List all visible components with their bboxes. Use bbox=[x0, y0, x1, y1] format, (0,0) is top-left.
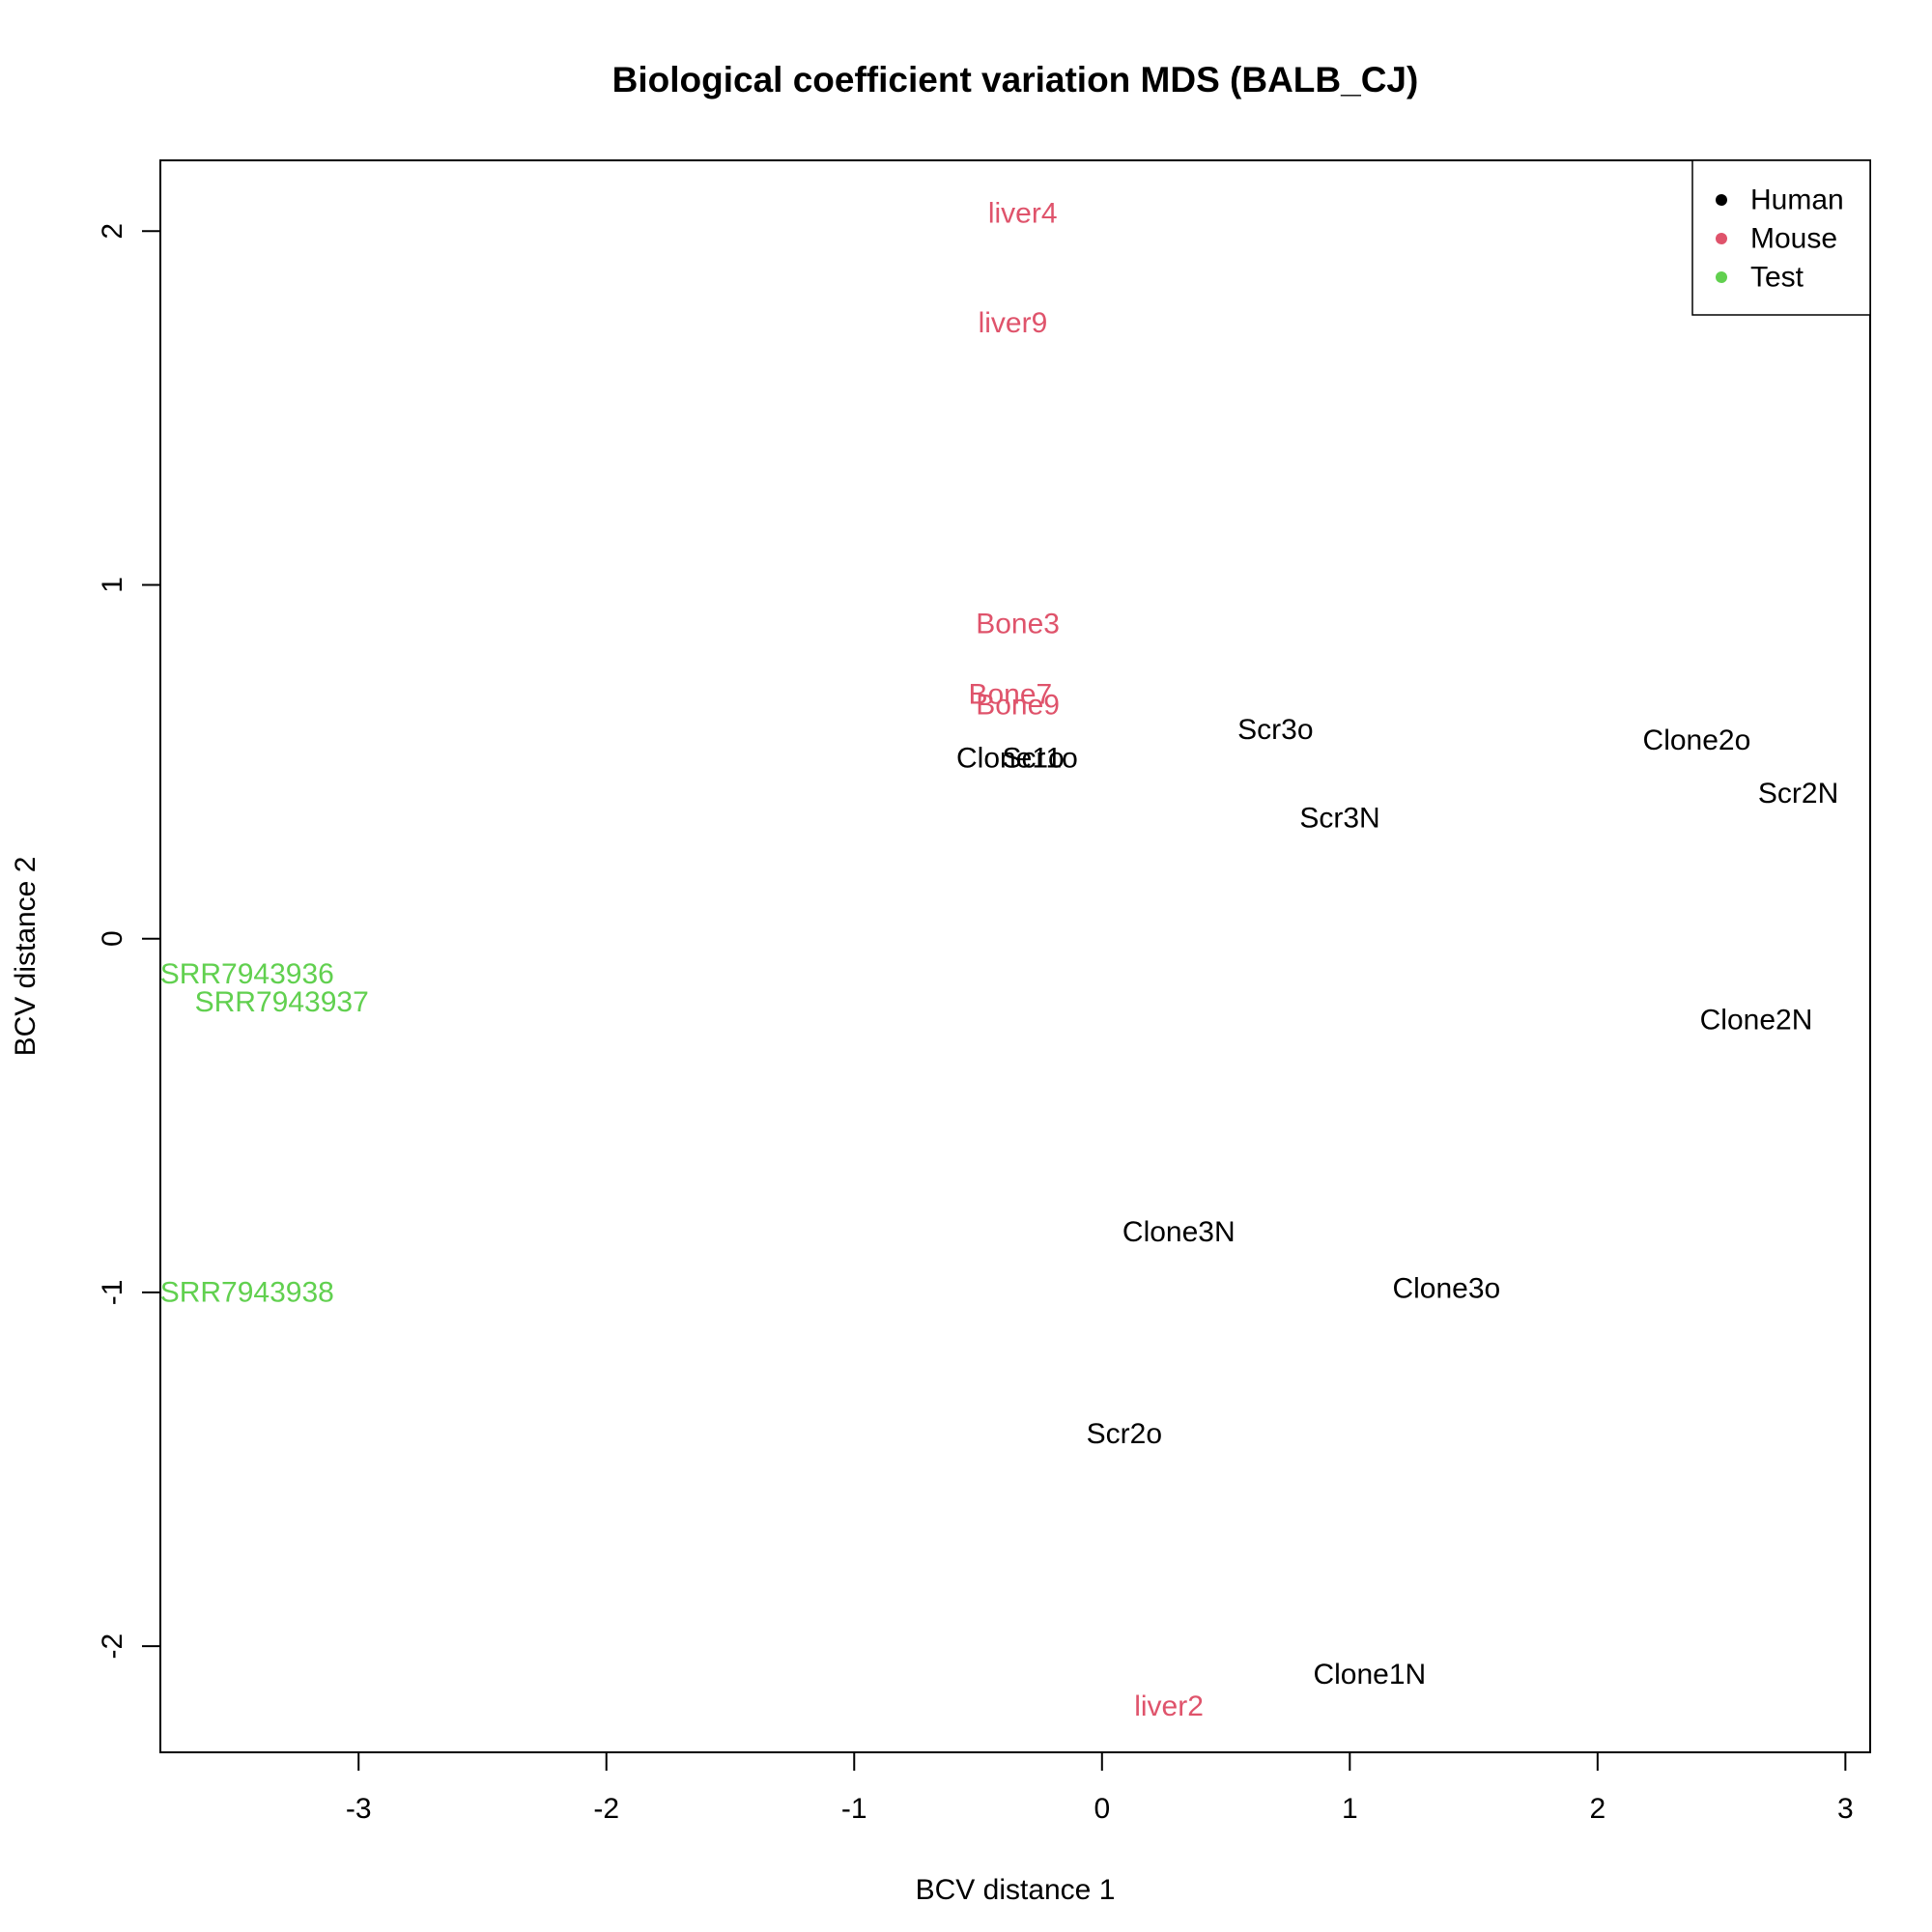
y-axis: -2 -1 0 1 2 bbox=[97, 223, 161, 1660]
point-label-clone3n: Clone3N bbox=[1122, 1216, 1236, 1248]
y-tick-label: 1 bbox=[97, 577, 128, 593]
x-tick-label: -1 bbox=[841, 1793, 867, 1825]
point-label-clone3o: Clone3o bbox=[1392, 1273, 1500, 1305]
point-label-srr7943937: SRR7943937 bbox=[195, 986, 369, 1018]
legend-marker bbox=[1716, 233, 1727, 244]
point-label-srr7943938: SRR7943938 bbox=[160, 1276, 334, 1308]
point-label-clone2n: Clone2N bbox=[1700, 1004, 1813, 1036]
point-label-bone7: Bone7 bbox=[968, 678, 1052, 710]
point-label-liver2: liver2 bbox=[1134, 1690, 1204, 1722]
legend-marker bbox=[1716, 194, 1727, 206]
legend: Human Mouse Test bbox=[1691, 159, 1871, 316]
point-label-scr2o: Scr2o bbox=[1087, 1418, 1162, 1450]
x-tick-label: 0 bbox=[1094, 1793, 1110, 1825]
x-axis-label: BCV distance 1 bbox=[916, 1874, 1116, 1906]
x-tick-label: -2 bbox=[593, 1793, 619, 1825]
x-tick-label: -3 bbox=[346, 1793, 372, 1825]
point-label-liver9: liver9 bbox=[979, 307, 1048, 339]
y-axis-label: BCV distance 2 bbox=[10, 857, 42, 1057]
x-axis: -3 -2 -1 0 1 2 3 bbox=[346, 1751, 1854, 1825]
y-tick-label: -2 bbox=[97, 1634, 128, 1660]
plot-frame bbox=[159, 159, 1871, 1753]
point-label-clone2o: Clone2o bbox=[1643, 724, 1751, 756]
point-label-clone1n: Clone1N bbox=[1313, 1659, 1426, 1690]
point-label-liver4: liver4 bbox=[988, 197, 1058, 229]
y-tick-label: 2 bbox=[97, 223, 128, 240]
y-tick-label: 0 bbox=[97, 930, 128, 947]
x-tick-label: 1 bbox=[1342, 1793, 1358, 1825]
legend-label-human: Human bbox=[1750, 185, 1844, 216]
point-label-scr2n: Scr2N bbox=[1758, 778, 1838, 810]
y-tick-label: -1 bbox=[97, 1280, 128, 1306]
legend-marker bbox=[1716, 271, 1727, 283]
point-label-scr3o: Scr3o bbox=[1237, 714, 1313, 746]
legend-label-mouse: Mouse bbox=[1750, 223, 1837, 255]
point-label-bone9: Bone9 bbox=[976, 689, 1060, 721]
chart-title: Biological coefficient variation MDS (BA… bbox=[612, 60, 1419, 99]
point-label-srr7943936: SRR7943936 bbox=[160, 958, 334, 990]
x-tick-label: 3 bbox=[1837, 1793, 1854, 1825]
point-label-scr3n: Scr3N bbox=[1299, 803, 1379, 835]
legend-label-test: Test bbox=[1750, 262, 1804, 294]
point-label-scr1o: Scr1o bbox=[1002, 742, 1077, 774]
point-label-bone3: Bone3 bbox=[976, 608, 1060, 639]
point-label-clone1o: Clone1o bbox=[956, 742, 1065, 774]
x-tick-label: 2 bbox=[1589, 1793, 1605, 1825]
